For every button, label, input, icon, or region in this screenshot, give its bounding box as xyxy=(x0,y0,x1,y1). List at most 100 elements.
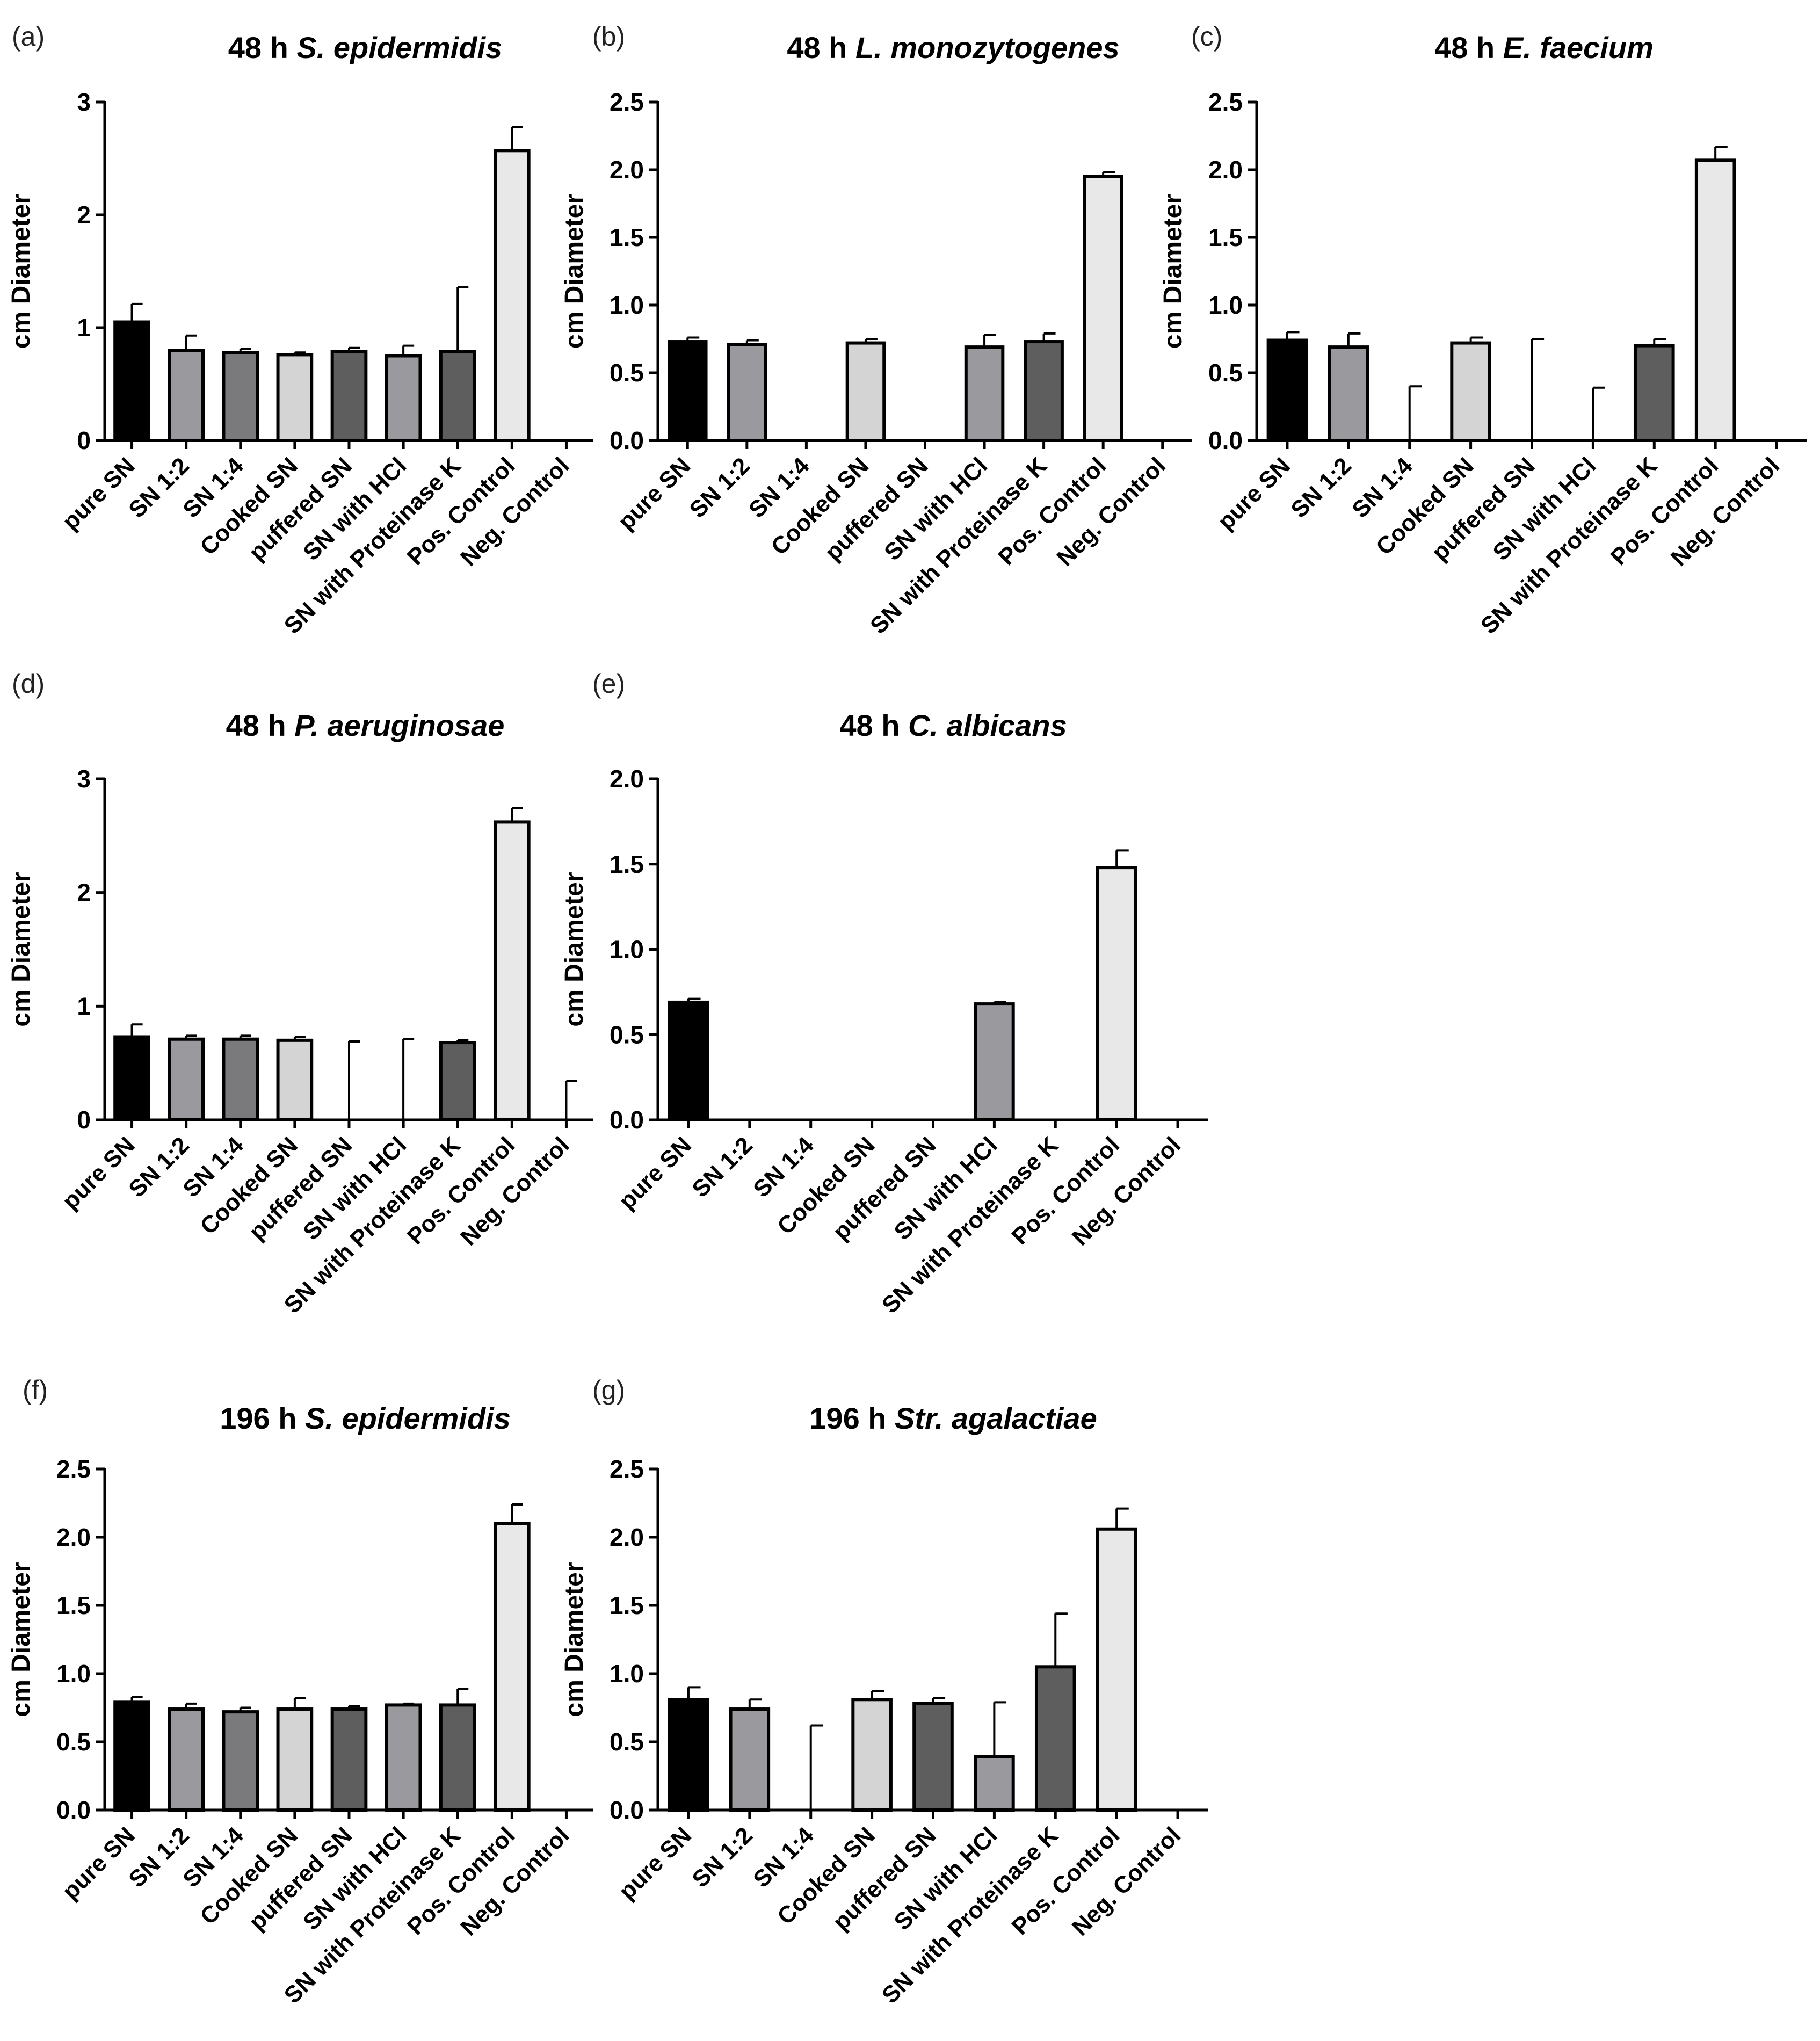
bar xyxy=(439,1703,476,1812)
chart-panel: (a) 48 h S. epidermidis cm Diameter 0 1 2 3 pur… xyxy=(7,21,593,639)
y-tick-label: 1.5 xyxy=(610,1591,644,1619)
y-tick-label: 2.0 xyxy=(610,765,644,793)
y-tick-label: 0.5 xyxy=(1208,359,1243,387)
bar xyxy=(1034,1665,1076,1812)
bar xyxy=(1083,175,1123,442)
title-prefix: 48 h xyxy=(787,31,855,64)
title-prefix: 196 h xyxy=(809,1401,895,1435)
chart-panel: (d) 48 h P. aeruginosae cm Diameter 0 1 2 3 pur… xyxy=(7,669,593,1319)
bar xyxy=(168,349,205,442)
x-tick-label: SN with HCl xyxy=(879,452,992,566)
title-species: L. monozytogenes xyxy=(855,31,1120,64)
y-tick-label: 1.0 xyxy=(56,1660,91,1688)
bar xyxy=(222,1710,259,1812)
bar xyxy=(1633,344,1675,442)
x-tick-label: Pos. Control xyxy=(1606,452,1724,570)
title-species: P. aeruginosae xyxy=(294,708,504,742)
bar xyxy=(1024,340,1064,442)
bar xyxy=(493,149,531,442)
bar xyxy=(727,343,767,443)
bar xyxy=(168,1037,205,1122)
y-tick-label: 0.0 xyxy=(610,1106,644,1134)
y-tick-label: 1.0 xyxy=(610,936,644,964)
y-tick-label: 2.0 xyxy=(610,1523,644,1551)
y-tick-label: 0.5 xyxy=(610,1020,644,1048)
x-tick-label: pure SN xyxy=(614,1132,697,1214)
chart-panel: (f) 196 h S. epidermidis cm Diameter 0.0 0.5… xyxy=(7,1375,593,2009)
y-tick-label: 2.0 xyxy=(610,156,644,184)
bar xyxy=(845,341,886,442)
y-tick-label: 1.0 xyxy=(610,1660,644,1688)
chart-title: 48 h C. albicans xyxy=(839,708,1067,742)
bar xyxy=(113,1700,150,1812)
y-tick-label: 1.0 xyxy=(610,291,644,319)
y-tick-label: 2 xyxy=(77,879,91,907)
x-tick-label: puffered SN xyxy=(820,452,933,566)
y-tick-label: 1 xyxy=(77,314,91,342)
title-prefix: 196 h xyxy=(220,1401,305,1435)
x-tick-label: pure SN xyxy=(57,1822,140,1905)
title-species: S. epidermidis xyxy=(296,31,502,64)
x-tick-label: SN 1:2 xyxy=(124,1822,194,1892)
y-tick-label: 2.0 xyxy=(1208,156,1243,184)
y-tick-label: 0.0 xyxy=(610,426,644,454)
y-tick-label: 1.0 xyxy=(1208,291,1243,319)
bar xyxy=(974,1755,1015,1812)
y-tick-label: 0.5 xyxy=(610,359,644,387)
panel-label: (g) xyxy=(592,1375,625,1405)
bar xyxy=(668,1698,709,1812)
y-tick-label: 2 xyxy=(77,201,91,229)
chart-panel: (g) 196 h Str. agalactiae cm Diameter 0.0 0.… xyxy=(560,1375,1208,2009)
y-tick-label: 2.5 xyxy=(610,88,644,116)
x-tick-label: pure SN xyxy=(613,452,695,535)
panel-label: (e) xyxy=(592,669,625,699)
bar xyxy=(276,1707,314,1812)
y-tick-label: 2.5 xyxy=(56,1455,91,1483)
bar xyxy=(1096,1527,1137,1812)
bar xyxy=(668,1000,709,1122)
title-species: E. faecium xyxy=(1503,31,1654,64)
y-axis-label: cm Diameter xyxy=(560,1562,589,1717)
bar xyxy=(974,1002,1015,1121)
bar xyxy=(1450,341,1491,442)
x-tick-label: SN 1:2 xyxy=(687,1132,757,1202)
x-tick-label: Pos. Control xyxy=(1007,1132,1125,1250)
panel-label: (b) xyxy=(592,21,625,52)
x-tick-label: SN 1:2 xyxy=(124,452,194,523)
bar xyxy=(439,350,476,442)
y-tick-label: 1 xyxy=(77,992,91,1020)
bar xyxy=(385,1703,422,1812)
y-tick-label: 3 xyxy=(77,765,91,793)
panel-label: (a) xyxy=(12,21,45,52)
bar xyxy=(964,345,1005,442)
title-prefix: 48 h xyxy=(839,708,908,742)
title-prefix: 48 h xyxy=(1434,31,1503,64)
bar xyxy=(1096,866,1137,1121)
chart-title: 196 h Str. agalactiae xyxy=(809,1401,1097,1435)
bar xyxy=(439,1041,476,1121)
bar xyxy=(493,820,531,1121)
panel-label: (f) xyxy=(23,1375,48,1405)
y-tick-label: 0.0 xyxy=(610,1796,644,1824)
y-axis-label: cm Diameter xyxy=(7,194,35,349)
chart-title: 196 h S. epidermidis xyxy=(220,1401,511,1435)
title-species: C. albicans xyxy=(908,708,1067,742)
y-tick-label: 1.5 xyxy=(610,223,644,251)
bar xyxy=(113,320,150,442)
y-tick-label: 1.5 xyxy=(610,850,644,878)
bar xyxy=(222,1037,259,1122)
chart-title: 48 h S. epidermidis xyxy=(228,31,502,64)
bar xyxy=(493,1522,531,1812)
x-tick-label: Neg. Control xyxy=(1067,1822,1186,1941)
bar xyxy=(1694,158,1736,442)
y-tick-label: 1.5 xyxy=(56,1591,91,1619)
bar xyxy=(168,1707,205,1812)
x-tick-label: pure SN xyxy=(57,452,140,535)
title-prefix: 48 h xyxy=(228,31,297,64)
panel-label: (c) xyxy=(1191,21,1222,52)
y-tick-label: 0.5 xyxy=(56,1728,91,1756)
bar xyxy=(385,354,422,442)
x-tick-label: Neg. Control xyxy=(1067,1132,1186,1250)
title-species: Str. agalactiae xyxy=(895,1401,1097,1435)
